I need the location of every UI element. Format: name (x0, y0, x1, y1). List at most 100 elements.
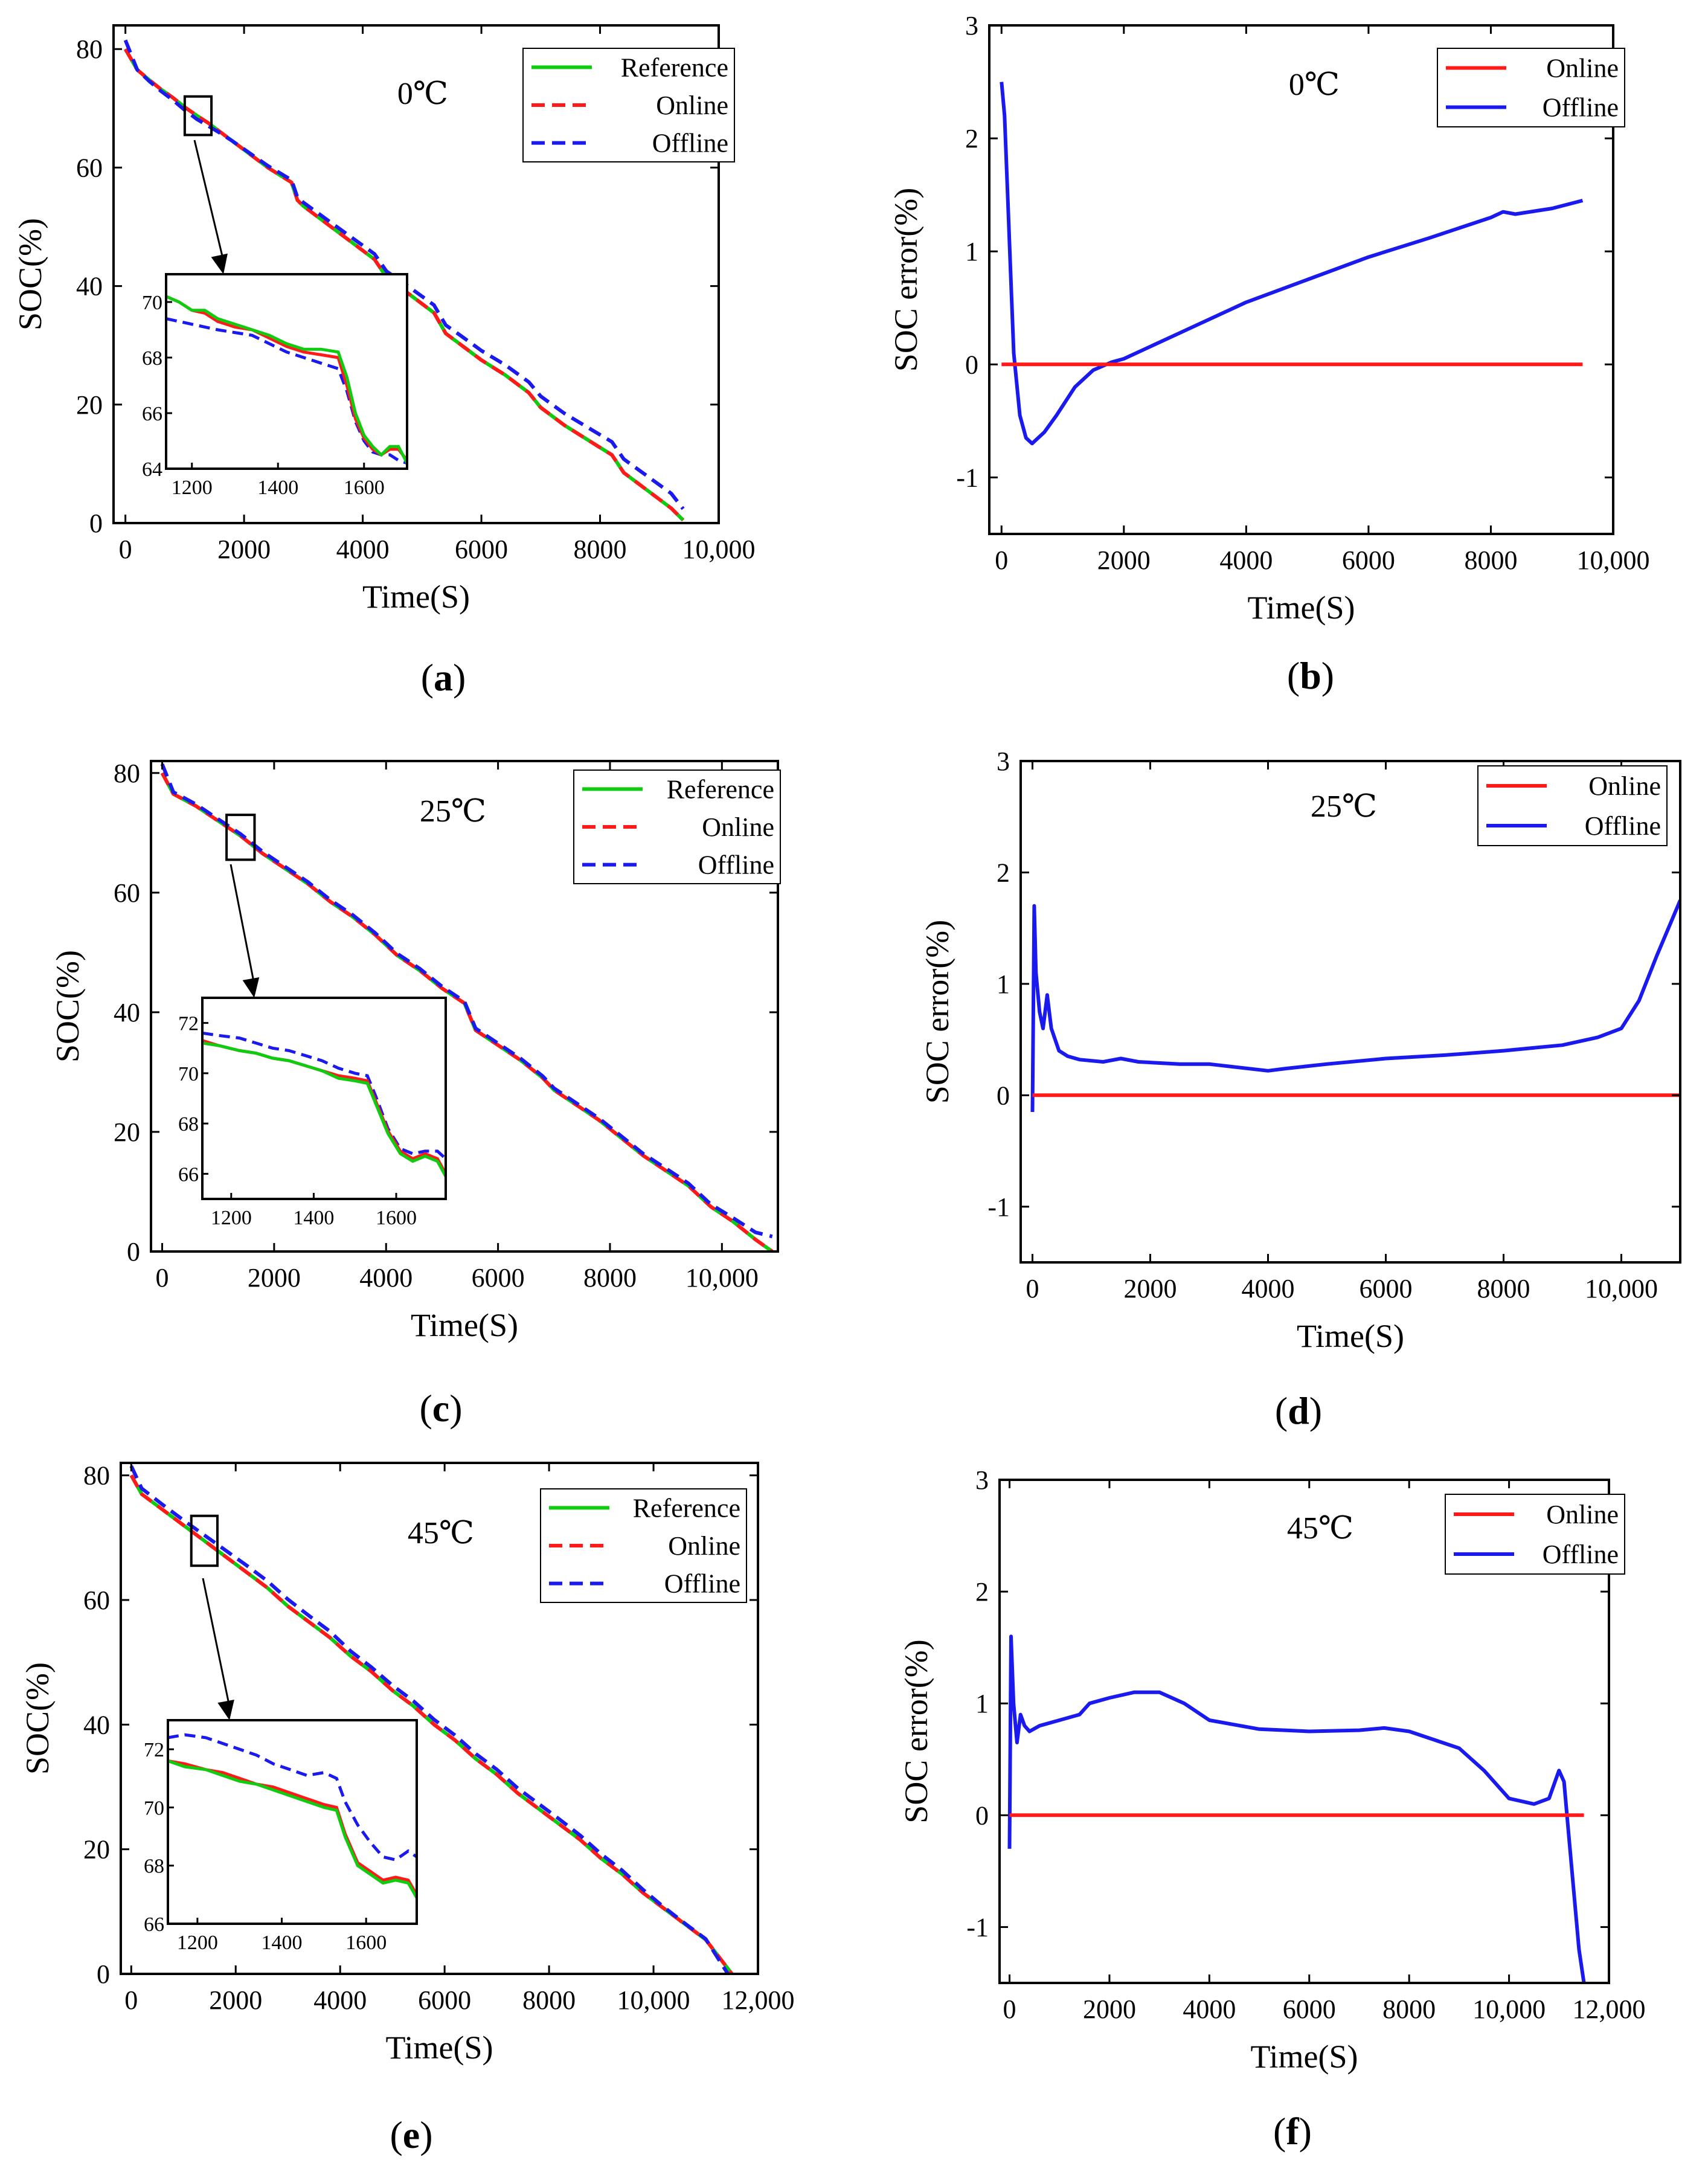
legend-box (1477, 765, 1668, 846)
x-axis-title: Time(S) (1297, 1318, 1404, 1354)
x-tick-label: 8000 (1464, 545, 1517, 575)
y-axis-title: SOC error(%) (888, 188, 924, 371)
series-line-offline (1007, 1634, 1586, 1983)
inset-x-tick-label: 1600 (376, 1207, 417, 1229)
series-line-offline (129, 1465, 730, 1974)
inset-y-tick-label: 66 (178, 1163, 199, 1186)
x-tick-label: 10,000 (1472, 1994, 1546, 2024)
series-line-offline (1030, 899, 1680, 1113)
zoom-box (225, 814, 256, 861)
y-tick-label: -1 (987, 1192, 1010, 1222)
legend-box (1437, 48, 1625, 127)
y-tick-label: 60 (83, 1586, 110, 1615)
plot-frame (998, 1479, 1610, 1984)
y-tick-label: 1 (965, 237, 978, 266)
inset-y-tick-label: 72 (178, 1013, 199, 1035)
y-tick-label: 60 (76, 153, 103, 182)
y-tick-label: 20 (83, 1835, 110, 1865)
series-line-offline (123, 39, 685, 510)
inset-series-group (168, 1733, 417, 1898)
plot-frame (112, 24, 720, 524)
x-tick-label: 4000 (336, 535, 390, 564)
zoom-arrow-line (202, 1578, 231, 1708)
y-tick-label: 40 (76, 272, 103, 301)
x-tick-label: 6000 (418, 1985, 471, 2015)
inset-y-tick-label: 68 (178, 1113, 199, 1136)
zoom-arrow-head (242, 977, 260, 998)
series-group (123, 39, 685, 522)
x-tick-label: 4000 (1219, 545, 1273, 575)
series-line-online (129, 1474, 734, 1974)
x-axis-title: Time(S) (1250, 2039, 1358, 2075)
inset-x-tick-label: 1600 (345, 1932, 387, 1954)
inset-x-tick-label: 1600 (344, 477, 385, 499)
x-tick-label: 6000 (1283, 1994, 1336, 2024)
series-group (160, 763, 774, 1251)
series-group (1007, 1634, 1586, 1983)
x-tick-label: 2000 (248, 1263, 301, 1293)
legend-label-reference: Reference (633, 1493, 740, 1523)
x-tick-label: 8000 (522, 1985, 576, 2015)
inset-series-line-reference (168, 1759, 417, 1898)
series-line-online (123, 48, 685, 522)
legend-label-offline: Offline (1585, 811, 1661, 841)
y-tick-label: 2 (975, 1577, 989, 1607)
x-tick-label: 6000 (472, 1263, 525, 1293)
legend-label-online: Online (656, 91, 728, 120)
x-tick-label: 6000 (1360, 1274, 1413, 1303)
legend-label-online: Online (1546, 1500, 1619, 1529)
panel-f: 0 2000 4000 6000 8000 10,000 12,000 -1 0 1 2 3 Time(… (898, 1465, 1646, 2153)
inset-x-tick-label: 1400 (262, 1932, 303, 1954)
y-tick-label: 80 (83, 1461, 110, 1491)
plot-frame (150, 760, 779, 1253)
x-tick-label: 10,000 (685, 1263, 759, 1293)
panel-label: (d) (1275, 1389, 1322, 1432)
y-tick-label: -1 (966, 1912, 989, 1942)
y-axis-title: SOC error(%) (898, 1639, 934, 1823)
inset: 1200 1400 1600 66 68 70 72 (178, 997, 447, 1229)
x-tick-label: 2000 (1124, 1274, 1177, 1303)
x-tick-label: 6000 (1342, 545, 1395, 575)
series-group (1000, 82, 1584, 446)
x-axis-title: Time(S) (1247, 590, 1355, 626)
y-axis-title: SOC(%) (50, 950, 86, 1062)
legend: Reference Online Offline (522, 48, 735, 162)
legend-label-online: Online (1588, 771, 1661, 801)
inset-frame (165, 273, 408, 470)
y-tick-label: 2 (997, 858, 1010, 887)
inset-y-tick-label: 68 (142, 347, 162, 370)
x-tick-label: 2000 (1083, 1994, 1136, 2024)
legend-label-reference: Reference (621, 53, 728, 82)
panel-c: 0 2000 4000 6000 8000 10,000 0 20 40 60 80 Time(S) S… (50, 759, 781, 1430)
temperature-label: 45℃ (1287, 1511, 1353, 1546)
series-group (129, 1465, 734, 1974)
zoom-arrow-line (193, 140, 225, 262)
temperature-label: 45℃ (408, 1516, 474, 1550)
temperature-label: 25℃ (1311, 789, 1377, 824)
inset-frame (167, 1719, 418, 1925)
x-tick-label: 2000 (1097, 545, 1151, 575)
plot-frame (1019, 760, 1681, 1264)
y-axis-title: SOC error(%) (919, 920, 955, 1104)
legend: Online Offline (1437, 48, 1625, 127)
y-tick-label: 0 (97, 1959, 110, 1989)
inset-series-line-offline (202, 1031, 446, 1160)
y-tick-label: 20 (76, 390, 103, 420)
inset-y-tick-label: 66 (144, 1913, 164, 1936)
inset-y-tick-label: 68 (144, 1856, 164, 1878)
inset-series-line-reference (166, 295, 407, 464)
panel-e: 0 2000 4000 6000 8000 10,000 12,000 0 20 40 60 80 Ti… (19, 1461, 795, 2156)
legend-label-online: Online (1546, 54, 1619, 83)
inset: 1200 1400 1600 64 66 68 70 (142, 273, 408, 499)
y-tick-label: 80 (114, 759, 140, 788)
y-tick-label: 3 (975, 1465, 989, 1495)
x-tick-label: 10,000 (1577, 545, 1650, 575)
inset-y-tick-label: 70 (144, 1797, 164, 1819)
x-tick-label: 0 (124, 1985, 138, 2015)
panel-label: (f) (1273, 2110, 1312, 2153)
series-line-offline (160, 763, 773, 1239)
inset-series-group (202, 1031, 446, 1177)
x-tick-label: 4000 (1242, 1274, 1295, 1303)
inset-y-tick-label: 64 (142, 458, 162, 481)
inset-y-tick-label: 70 (142, 292, 162, 314)
